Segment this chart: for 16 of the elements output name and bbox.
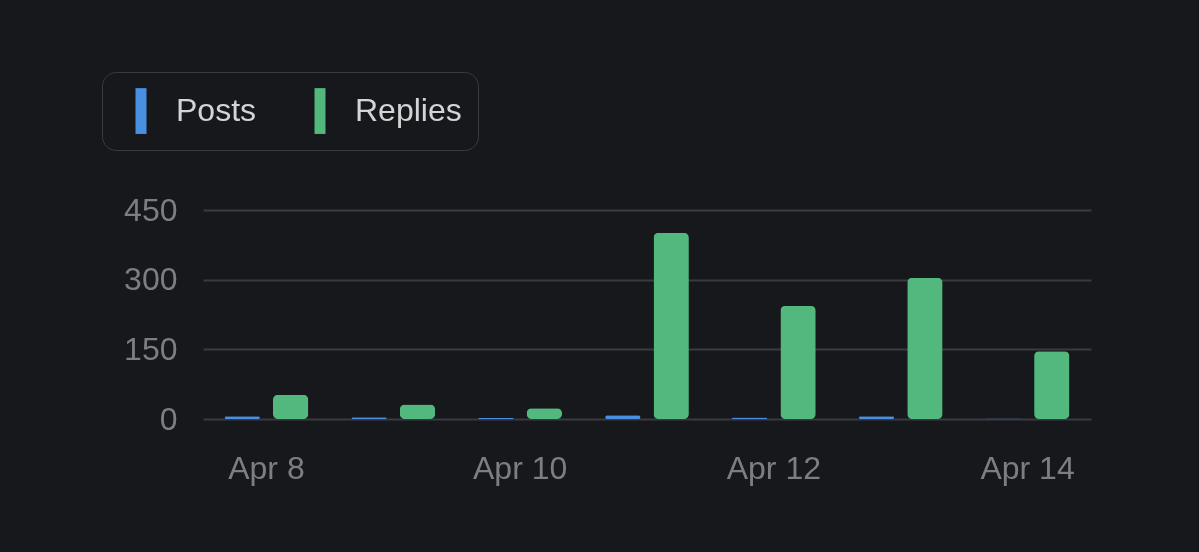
bar bbox=[399, 404, 436, 419]
x-tick-label: Apr 8 bbox=[228, 449, 305, 486]
legend-label: Posts bbox=[176, 92, 257, 129]
x-tick-label: Apr 14 bbox=[980, 449, 1075, 486]
bar bbox=[1034, 351, 1070, 419]
bar bbox=[780, 305, 816, 419]
y-tick-label: 0 bbox=[159, 400, 178, 437]
y-tick-label: 450 bbox=[124, 191, 178, 228]
legend-label: Replies bbox=[355, 92, 462, 129]
y-tick-label: 300 bbox=[124, 261, 178, 298]
x-tick-label: Apr 10 bbox=[473, 449, 568, 486]
x-tick-label: Apr 12 bbox=[726, 449, 821, 486]
bar bbox=[907, 277, 943, 419]
y-tick-label: 150 bbox=[124, 330, 178, 367]
bar bbox=[653, 232, 689, 419]
bar bbox=[272, 394, 309, 419]
